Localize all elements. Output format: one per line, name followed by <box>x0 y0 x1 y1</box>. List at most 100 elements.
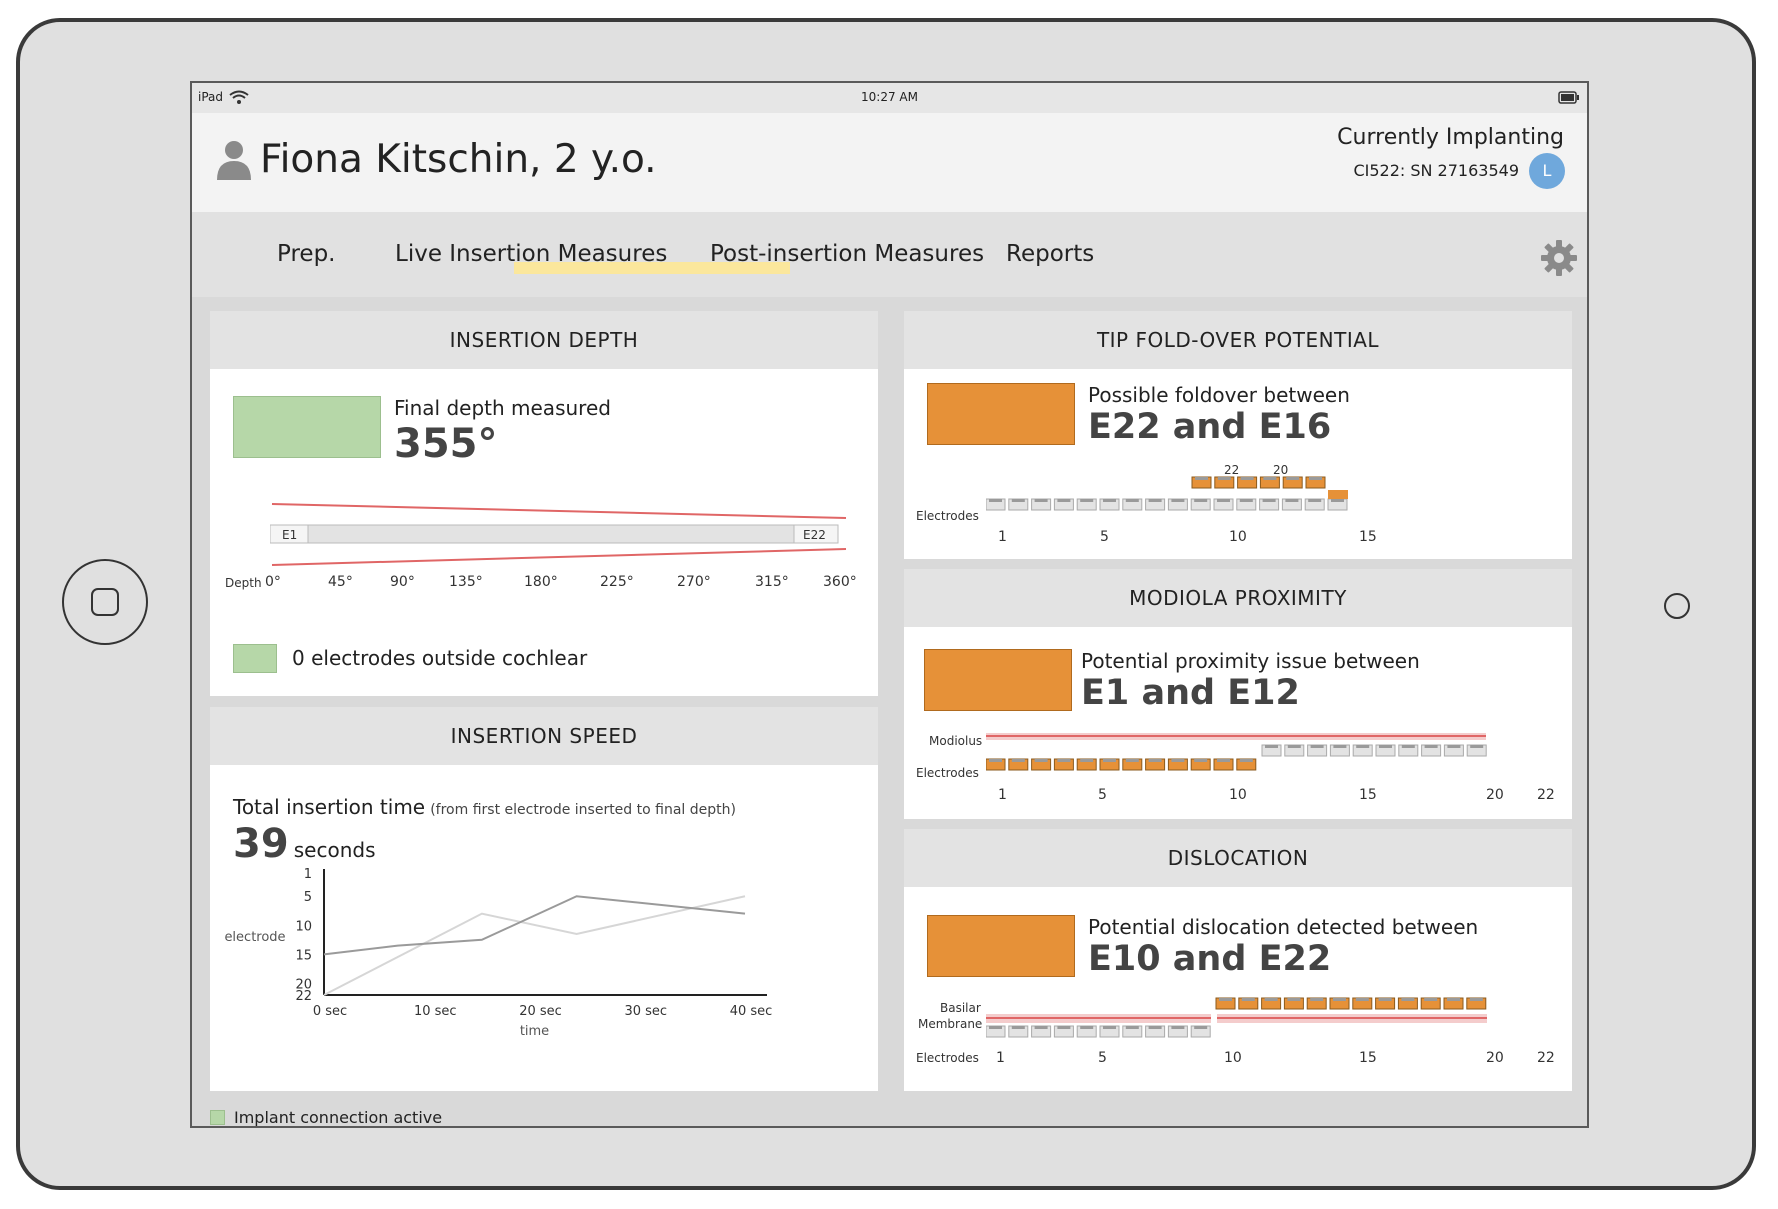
modiola-close-electrode-contact <box>1125 759 1139 762</box>
foldover-folded-electrode-contact <box>1263 477 1277 480</box>
modiola-electrode-contact <box>1470 745 1484 748</box>
modiola-close-electrode-contact <box>1080 759 1094 762</box>
modiola-electrodes-label: Electrodes <box>916 766 979 780</box>
depth-tick: 180° <box>524 574 558 590</box>
modiola-proximity-panel: MODIOLA PROXIMITY Potential proximity is… <box>904 569 1572 819</box>
foldover-electrode-contact <box>1308 499 1322 502</box>
dislocation-displaced-electrode-contact <box>1241 998 1255 1001</box>
insertion-speed-title: INSERTION SPEED <box>210 707 878 765</box>
modiola-close-electrode-contact <box>1239 759 1253 762</box>
wifi-icon <box>229 90 249 104</box>
total-time-label: Total insertion time <box>233 795 426 819</box>
foldover-tick: 5 <box>1100 529 1109 545</box>
modiola-tick: 5 <box>1098 787 1107 803</box>
modiola-close-electrode-contact <box>989 759 1002 762</box>
avatar[interactable]: L <box>1529 153 1565 189</box>
membrane-label: Membrane <box>918 1017 983 1031</box>
implant-status: Currently Implanting <box>1337 125 1564 150</box>
depth-tick: 0° <box>265 574 281 590</box>
foldover-tick: 10 <box>1229 529 1247 545</box>
insertion-depth-title: INSERTION DEPTH <box>210 311 878 369</box>
x-tick-label: 40 sec <box>730 1004 773 1019</box>
active-tab-underline <box>514 262 790 274</box>
home-square-icon <box>91 588 119 616</box>
connection-status-label: Implant connection active <box>234 1108 443 1127</box>
foldover-folded-electrode-contact <box>1217 477 1231 480</box>
dislocation-displaced-electrode-contact <box>1355 998 1369 1001</box>
depth-tick: 315° <box>755 574 789 590</box>
final-depth-value: 355° <box>394 421 498 467</box>
foldover-folded-electrode-contact <box>1309 477 1322 480</box>
depth-tick: 270° <box>677 574 711 590</box>
tab-live-insertion-measures[interactable]: Live Insertion Measures <box>395 241 668 267</box>
x-axis-label: time <box>520 1024 549 1039</box>
y-tick-label: 5 <box>304 890 312 905</box>
y-tick-label: 10 <box>295 919 312 934</box>
dislocation-tick: 20 <box>1486 1050 1504 1066</box>
tab-prep[interactable]: Prep. <box>277 241 336 267</box>
depth-tick: 90° <box>390 574 415 590</box>
tab-post-insertion-measures[interactable]: Post-insertion Measures <box>710 241 985 267</box>
x-tick-label: 20 sec <box>519 1004 562 1019</box>
total-time-note: (from first electrode inserted to final … <box>430 802 736 818</box>
modiola-text: Potential proximity issue between <box>1081 649 1420 673</box>
modiola-tick: 1 <box>998 787 1007 803</box>
modiola-electrode-contact <box>1424 745 1438 748</box>
home-button[interactable] <box>62 559 148 645</box>
modiola-electrode-contact <box>1310 745 1324 748</box>
insertion-depth-panel: INSERTION DEPTH Final depth measured 355… <box>210 311 878 696</box>
dislocation-value: E10 and E22 <box>1088 939 1332 979</box>
dislocation-displaced-electrode-contact <box>1219 998 1232 1001</box>
end-electrode-label: E22 <box>803 528 826 542</box>
dislocation-tick: 15 <box>1359 1050 1377 1066</box>
depth-tick: 360° <box>823 574 857 590</box>
foldover-electrode-contact <box>1194 499 1208 502</box>
start-electrode-label: E1 <box>282 528 298 542</box>
depth-axis-label: Depth <box>225 576 262 590</box>
dislocation-electrode-contact <box>1057 1026 1071 1029</box>
connection-footer: Implant connection active <box>192 1108 1587 1127</box>
foldover-electrode-contact <box>1331 499 1344 502</box>
dislocation-electrode-contact <box>989 1026 1002 1029</box>
dislocation-displaced-electrode-contact <box>1333 998 1346 1001</box>
outside-status-swatch <box>233 644 277 673</box>
modiola-tick: 22 <box>1537 787 1555 803</box>
dislocation-electrodes-label: Electrodes <box>916 1051 979 1065</box>
x-tick-label: 30 sec <box>624 1004 667 1019</box>
depth-tick: 45° <box>328 574 353 590</box>
foldover-electrode-contact <box>1217 499 1230 502</box>
user-icon <box>217 141 251 180</box>
foldover-tip-electrode <box>1328 490 1348 499</box>
foldover-electrode-contact <box>1034 499 1048 502</box>
modiola-close-electrode-contact <box>1103 759 1116 762</box>
modiola-alert-swatch <box>924 649 1072 711</box>
patient-header: Fiona Kitschin, 2 y.o. Currently Implant… <box>192 113 1587 212</box>
modiola-electrode-contact <box>1265 745 1278 748</box>
tab-reports[interactable]: Reports <box>1006 241 1095 267</box>
foldover-top-label: 22 <box>1224 463 1240 477</box>
clock: 10:27 AM <box>861 90 918 104</box>
patient-name: Fiona Kitschin, 2 y.o. <box>260 137 657 182</box>
dislocation-text: Potential dislocation detected between <box>1088 915 1479 939</box>
x-tick-label: 0 sec <box>313 1004 347 1019</box>
modiola-electrode-contact <box>1401 745 1415 748</box>
dislocation-electrode-contact <box>1148 1026 1162 1029</box>
camera-icon <box>1664 593 1690 619</box>
foldover-electrode-contact <box>1011 499 1025 502</box>
modiola-close-electrode-contact <box>1217 759 1230 762</box>
settings-gear-icon[interactable] <box>1539 238 1579 278</box>
foldover-electrode-contact <box>1148 499 1162 502</box>
outside-electrodes-label: 0 electrodes outside cochlear <box>292 646 588 670</box>
status-bar: iPad 10:27 AM <box>192 83 1587 113</box>
modiola-close-electrode-contact <box>1194 759 1208 762</box>
modiola-value: E1 and E12 <box>1081 673 1300 713</box>
modiola-close-electrode-contact <box>1057 759 1071 762</box>
modiola-electrode-contact <box>1447 745 1461 748</box>
connection-status-swatch <box>210 1110 225 1125</box>
foldover-text: Possible foldover between <box>1088 383 1350 407</box>
foldover-alert-swatch <box>927 383 1075 445</box>
modiola-tick: 20 <box>1486 787 1504 803</box>
dislocation-displaced-electrode-contact <box>1469 998 1483 1001</box>
dislocation-displaced-electrode-contact <box>1378 998 1392 1001</box>
foldover-folded-electrode-contact <box>1240 477 1254 480</box>
